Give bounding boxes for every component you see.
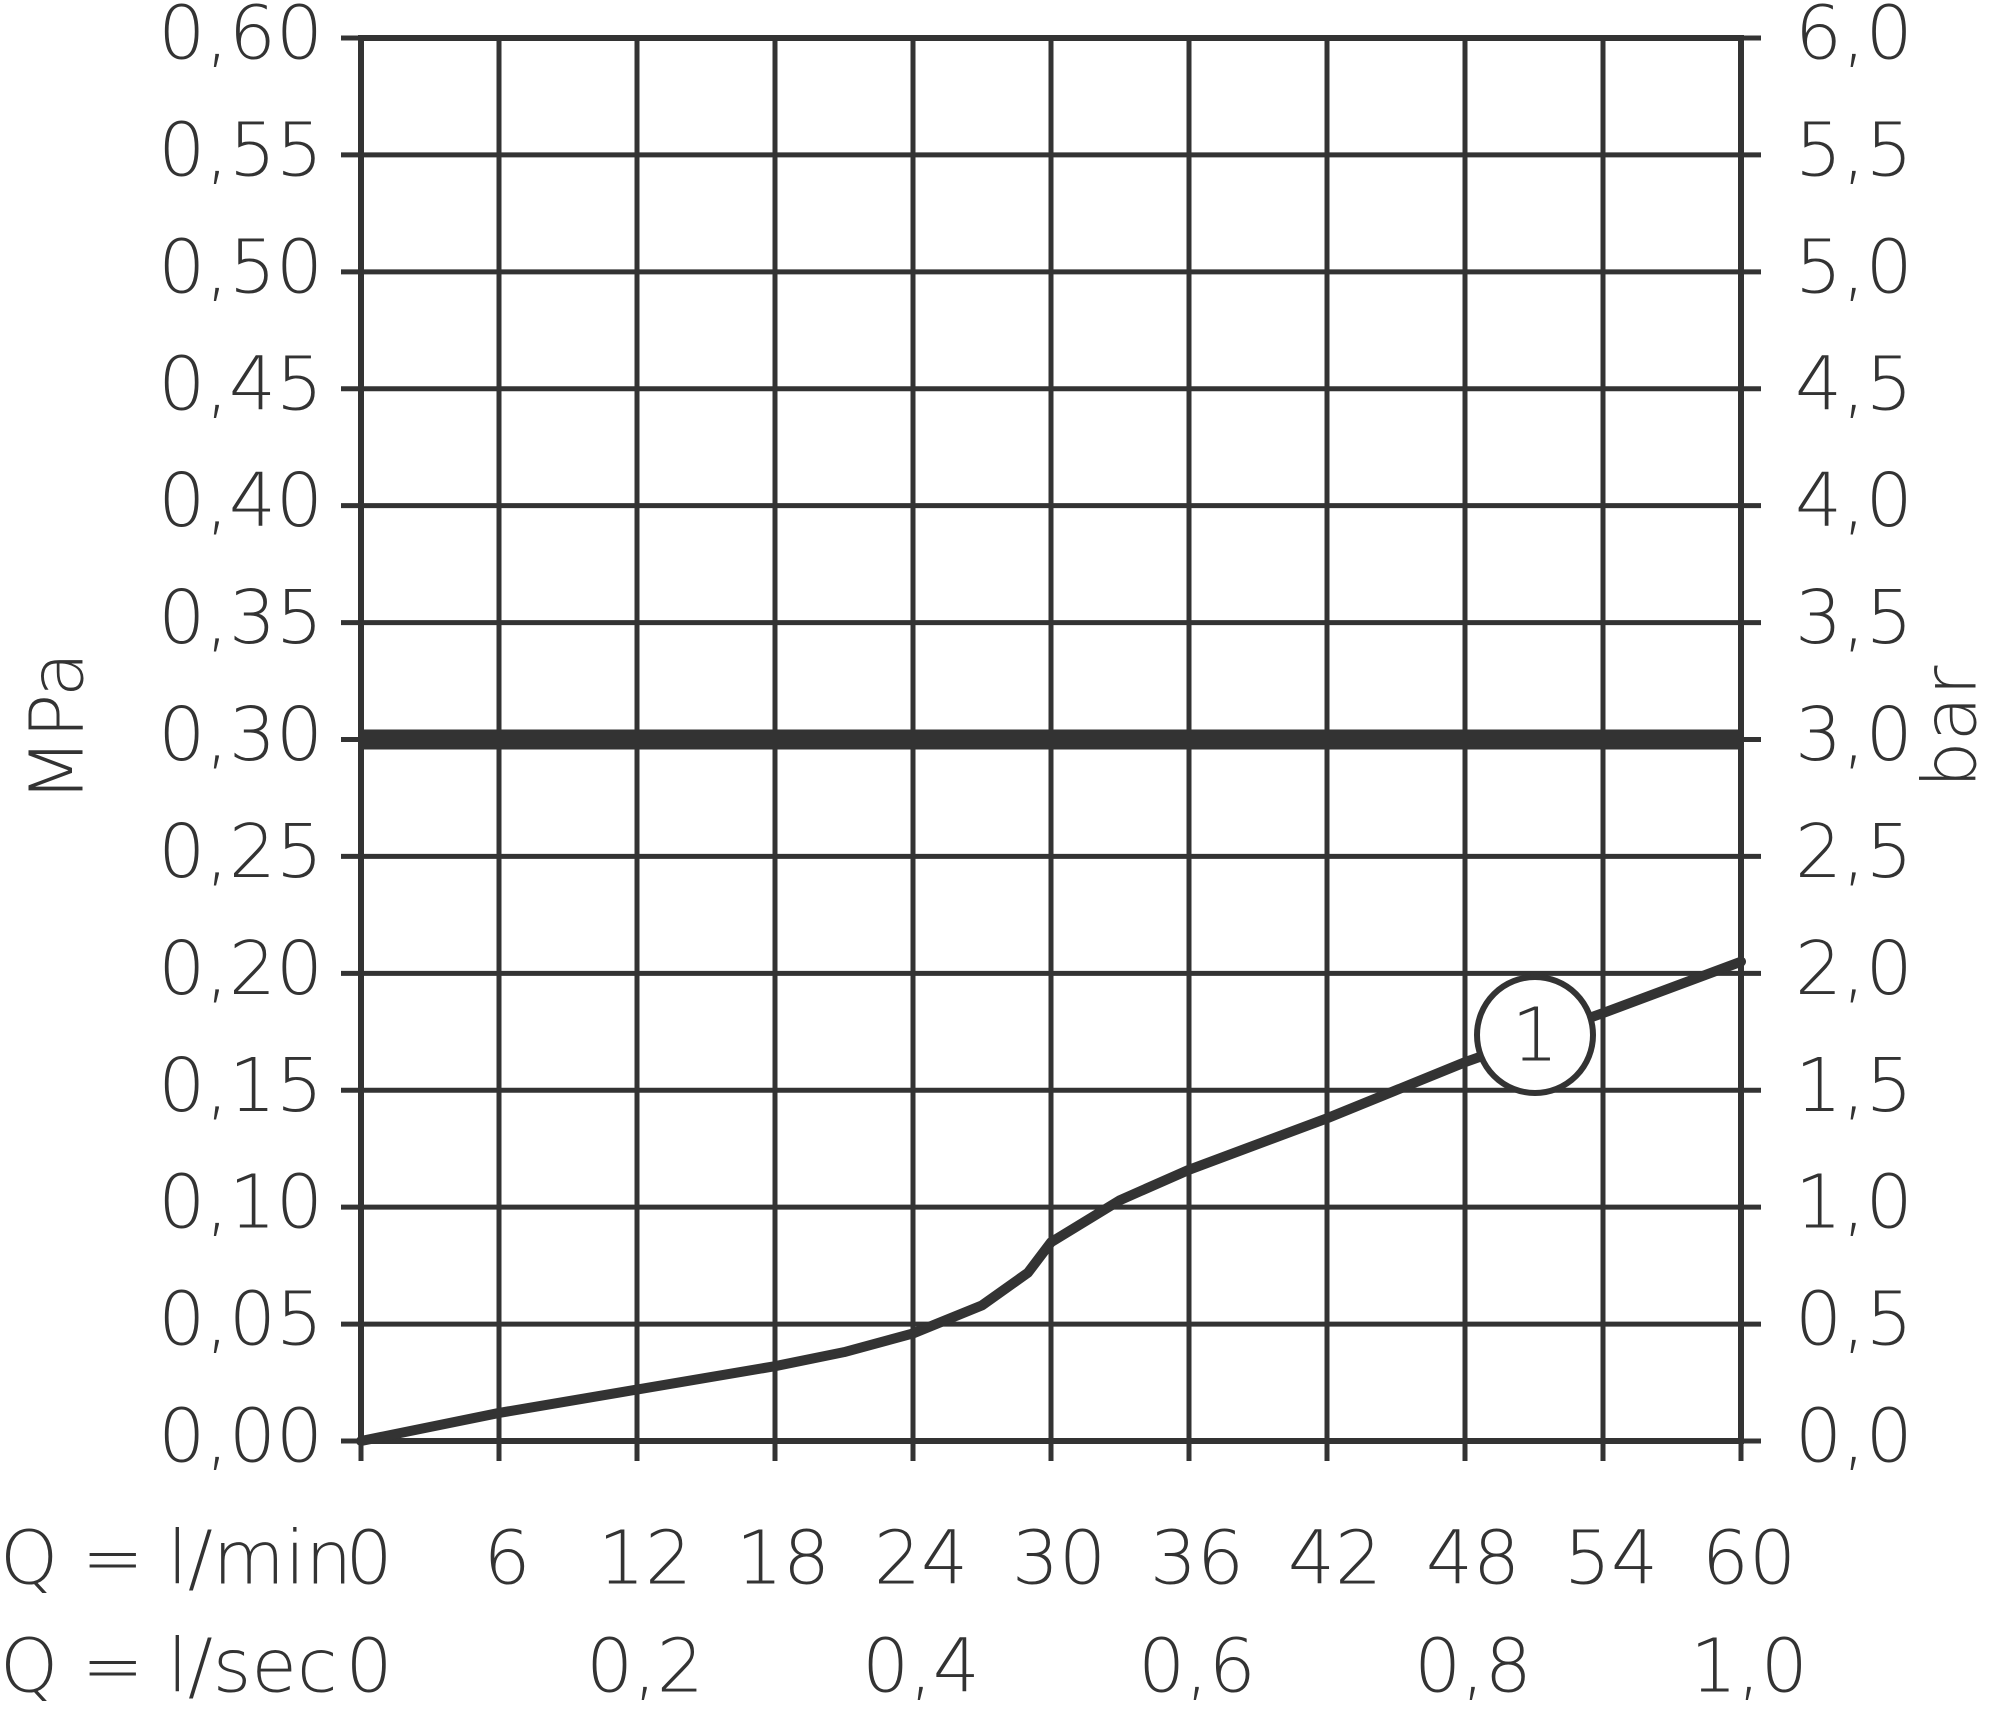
y2-tick-label: 1,0 xyxy=(1795,1160,1913,1246)
y-tick-label: 0,50 xyxy=(158,224,323,310)
y-tick-label: 0,25 xyxy=(158,809,323,895)
x-tick-label: 48 xyxy=(1426,1516,1520,1602)
y-tick-label: 0,00 xyxy=(158,1394,323,1480)
y2-tick-label: 2,5 xyxy=(1795,809,1913,895)
y2-tick-label: 0,5 xyxy=(1795,1277,1913,1363)
x-tick-label: 30 xyxy=(1012,1516,1106,1602)
x2-tick-label: 0 xyxy=(345,1624,392,1710)
y2-axis-label: bar xyxy=(1908,665,1994,788)
y-tick-label: 0,30 xyxy=(158,692,323,778)
y2-tick-label: 1,5 xyxy=(1795,1043,1913,1129)
x-tick-label: 18 xyxy=(736,1516,830,1602)
x-tick-label: 42 xyxy=(1288,1516,1382,1602)
y-tick-label: 0,60 xyxy=(158,0,323,77)
y2-tick-label: 6,0 xyxy=(1795,0,1913,77)
y2-tick-label: 3,0 xyxy=(1795,692,1913,778)
y-tick-label: 0,45 xyxy=(158,341,323,427)
y-tick-label: 0,20 xyxy=(158,926,323,1012)
x2-tick-label: 0,2 xyxy=(586,1624,704,1710)
y-tick-label: 0,35 xyxy=(158,575,323,661)
y2-tick-label: 5,5 xyxy=(1795,107,1913,193)
x2-tick-label: 0,6 xyxy=(1138,1624,1256,1710)
x-tick-label: 12 xyxy=(598,1516,692,1602)
y-tick-label: 0,40 xyxy=(158,458,323,544)
x-tick-label: 0 xyxy=(345,1516,392,1602)
y2-tick-label: 3,5 xyxy=(1795,575,1913,661)
y-axis-label: MPa xyxy=(15,652,101,803)
x-tick-label: 24 xyxy=(874,1516,968,1602)
y2-tick-label: 4,5 xyxy=(1795,341,1913,427)
x-tick-label: 36 xyxy=(1150,1516,1244,1602)
x-axis-label: Q = l/min xyxy=(0,1516,352,1602)
x-tick-label: 60 xyxy=(1702,1516,1796,1602)
y2-tick-label: 0,0 xyxy=(1795,1394,1913,1480)
y-tick-label: 0,55 xyxy=(158,107,323,193)
annotation-circle xyxy=(1474,974,1596,1096)
annotation-label: 1 xyxy=(1511,993,1558,1079)
x-tick-label: 54 xyxy=(1564,1516,1658,1602)
y2-tick-label: 5,0 xyxy=(1795,224,1913,310)
y-tick-label: 0,05 xyxy=(158,1277,323,1363)
x2-tick-label: 0,4 xyxy=(862,1624,980,1710)
x2-tick-label: 0,8 xyxy=(1414,1624,1532,1710)
y2-tick-label: 2,0 xyxy=(1795,926,1913,1012)
x-tick-label: 6 xyxy=(483,1516,530,1602)
y-tick-label: 0,15 xyxy=(158,1043,323,1129)
x2-axis-label: Q = l/sec xyxy=(0,1624,338,1710)
y2-tick-label: 4,0 xyxy=(1795,458,1913,544)
data-line xyxy=(356,956,1746,1446)
x2-tick-label: 1,0 xyxy=(1690,1624,1808,1710)
y-tick-label: 0,10 xyxy=(158,1160,323,1246)
